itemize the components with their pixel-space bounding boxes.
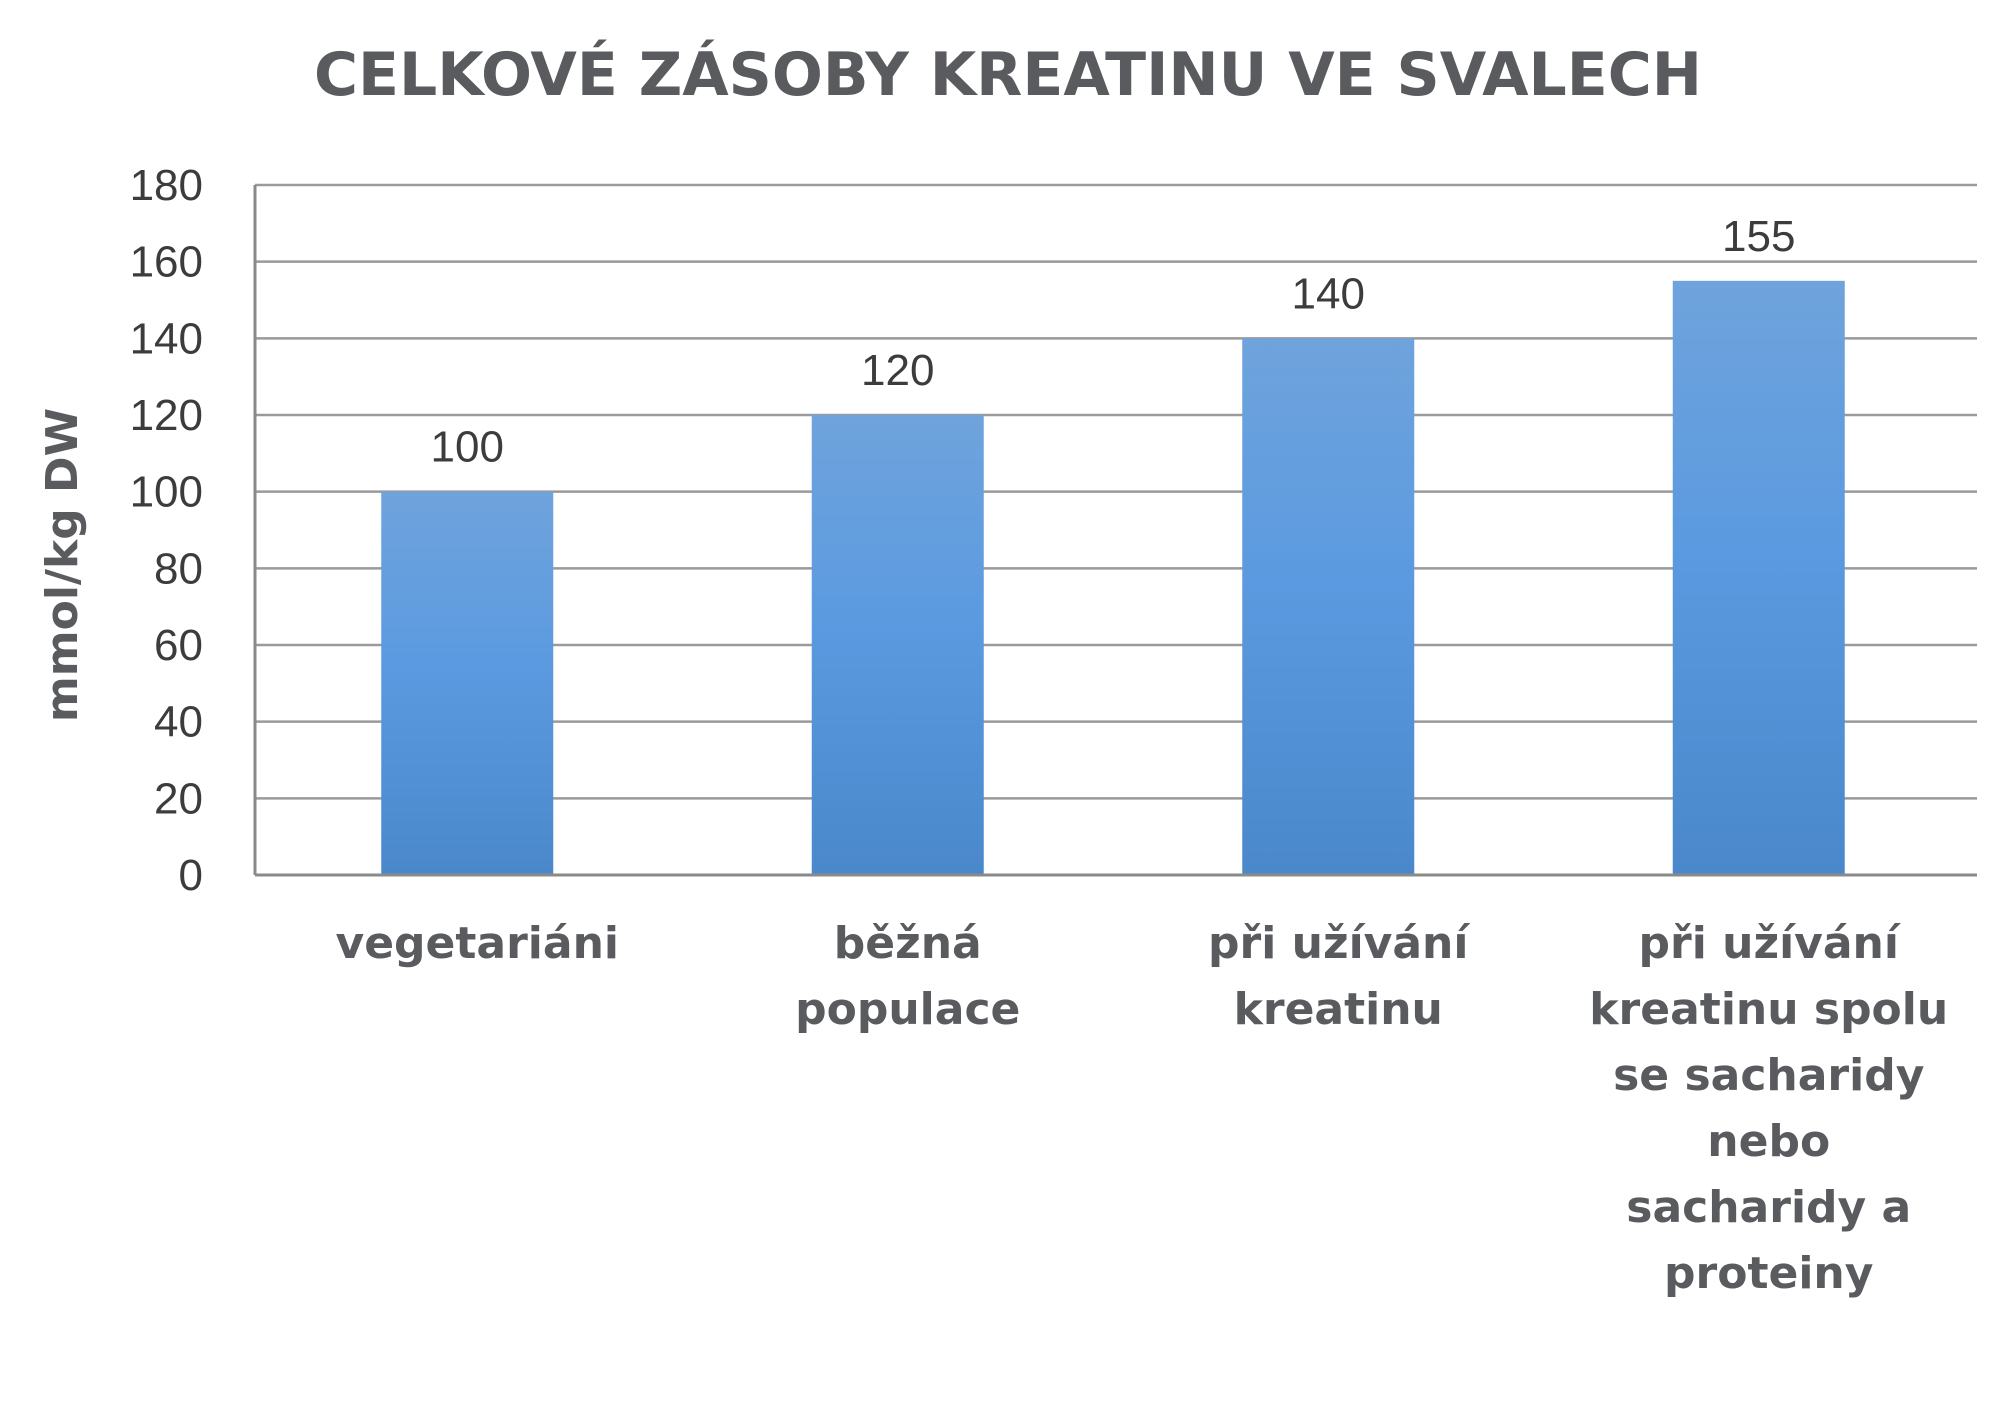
category-label: kreatinu [1234,984,1443,1035]
category-label: při užívání [1208,918,1471,969]
data-label: 140 [1292,269,1365,318]
data-labels: 100 120 140 155 [431,212,1796,472]
category-label: vegetariáni [336,918,619,969]
category-label: při užívání [1639,918,1902,969]
category-label: běžná [834,918,982,969]
category-label: populace [795,984,1020,1035]
y-tick-label: 40 [154,698,203,747]
y-tick-label: 80 [154,544,203,593]
category-label: proteiny [1664,1248,1873,1299]
axes [253,185,1977,877]
y-axis-label: mmol/kg DW [37,408,88,722]
bar [811,415,984,875]
chart-title: CELKOVÉ ZÁSOBY KREATINU VE SVALECH [314,38,1702,110]
y-tick-labels: 0 20 40 60 80 100 120 140 160 180 [130,161,203,900]
y-tick-label: 160 [130,238,203,287]
category-label: kreatinu spolu [1589,984,1948,1035]
y-tick-label: 0 [179,851,203,900]
category-label: nebo [1707,1116,1830,1167]
bar [1672,280,1845,875]
data-label: 155 [1722,212,1795,261]
y-tick-label: 20 [154,774,203,823]
y-tick-label: 120 [130,391,203,440]
data-label: 120 [861,346,934,395]
y-tick-label: 140 [130,314,203,363]
bar [381,491,554,875]
y-tick-label: 180 [130,161,203,210]
bar [1242,338,1415,875]
y-tick-label: 60 [154,621,203,670]
category-label: sacharidy a [1626,1182,1911,1233]
y-tick-label: 100 [130,468,203,517]
data-label: 100 [431,423,504,472]
category-labels: vegetariáni běžná populace při užívání kreat… [336,918,1949,1299]
bars [381,280,1845,875]
category-label: se sacharidy [1613,1050,1924,1101]
